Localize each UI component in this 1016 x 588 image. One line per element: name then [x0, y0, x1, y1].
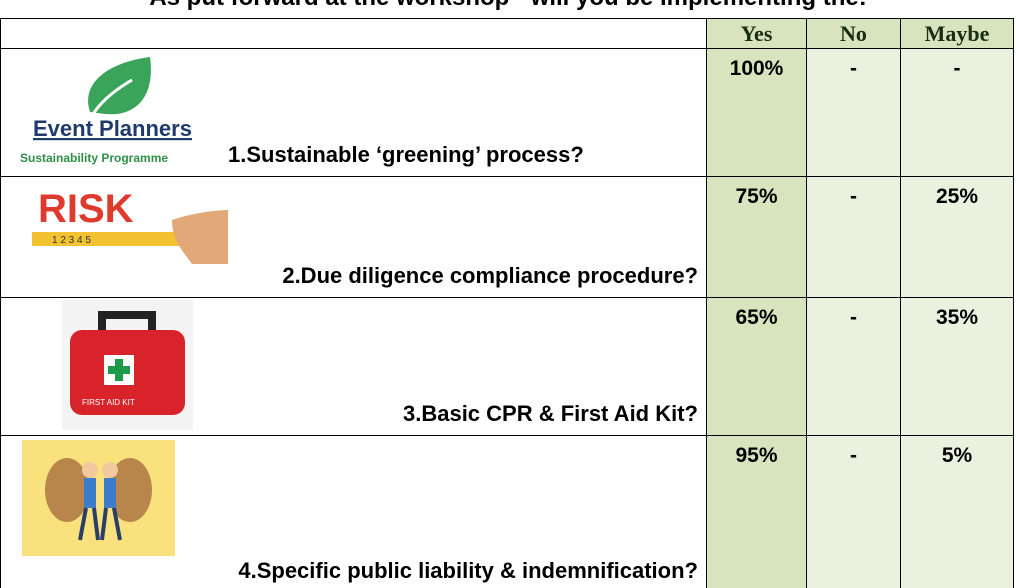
question: 3.Basic CPR & First Aid Kit?: [403, 401, 698, 427]
value-cell: 25%: [900, 176, 1014, 298]
logo-image: Event Planners Sustainability Programme: [20, 52, 230, 177]
value-cell: 75%: [706, 176, 807, 298]
risk-image: RISK 1 2 3 4 5: [22, 180, 228, 264]
logo-text: Event Planners: [33, 116, 192, 141]
kit-text: FIRST AID KIT: [82, 398, 135, 407]
header-cell: Maybe: [900, 18, 1014, 49]
value-cell: 100%: [706, 48, 807, 177]
value-cell: -: [806, 176, 901, 298]
page: As put forward at the workshop - will yo…: [0, 0, 1016, 588]
title: As put forward at the workshop - will yo…: [0, 0, 1016, 12]
liability-image: [22, 440, 175, 556]
question: 4.Specific public liability & indemnific…: [238, 558, 698, 584]
logo-subtext: Sustainability Programme: [20, 151, 168, 165]
question: 1.Sustainable ‘greening’ process?: [228, 142, 584, 168]
header-blank: [0, 18, 707, 49]
first-aid-image: FIRST AID KIT: [62, 300, 193, 430]
question: 2.Due diligence compliance procedure?: [282, 263, 698, 289]
value-cell: 65%: [706, 297, 807, 436]
svg-text:1 2 3 4 5: 1 2 3 4 5: [52, 235, 91, 246]
header-cell: Yes: [706, 18, 807, 49]
header-cell: No: [806, 18, 901, 49]
value-cell: -: [806, 48, 901, 177]
value-cell: -: [806, 435, 901, 588]
risk-text: RISK: [38, 187, 134, 231]
value-cell: 5%: [900, 435, 1014, 588]
value-cell: -: [806, 297, 901, 436]
value-cell: 95%: [706, 435, 807, 588]
value-cell: 35%: [900, 297, 1014, 436]
value-cell: -: [900, 48, 1014, 177]
